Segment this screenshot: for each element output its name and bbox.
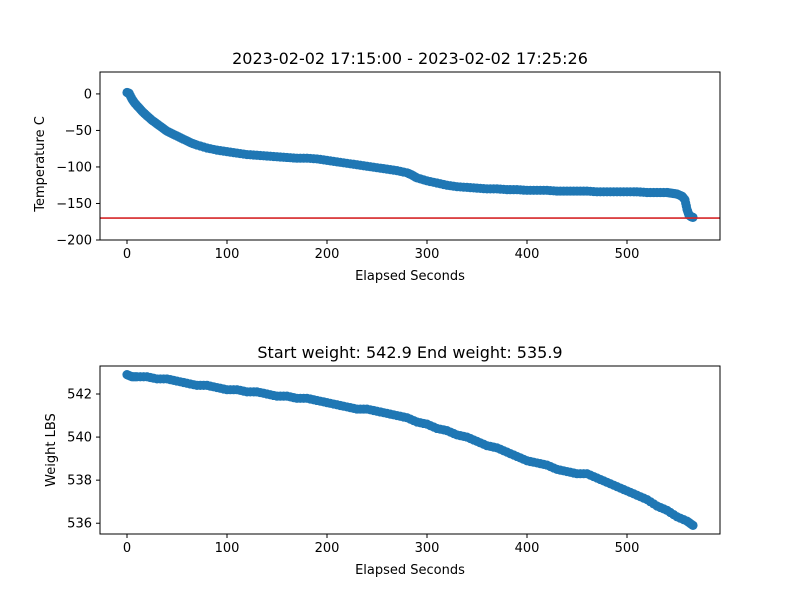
temperature-y-tick-label: −50 [65, 124, 92, 139]
weight-data-point [688, 520, 698, 530]
temperature-y-tick-label: −200 [56, 234, 92, 249]
temperature-ticks: 0 100 200 300 400 500 0 −50 −100 −150 −200 [56, 87, 639, 262]
weight-x-tick-label: 200 [315, 541, 340, 556]
weight-points [122, 370, 698, 530]
weight-x-axis-label: Elapsed Seconds [355, 563, 465, 578]
temperature-title: 2023-02-02 17:15:00 - 2023-02-02 17:25:2… [232, 49, 588, 68]
temperature-x-tick-label: 500 [615, 247, 640, 262]
weight-x-tick-label: 100 [215, 541, 240, 556]
weight-y-tick-label: 536 [67, 517, 92, 532]
temperature-points [122, 87, 698, 222]
temperature-x-tick-label: 400 [515, 247, 540, 262]
temperature-y-axis-label: Temperature C [33, 116, 48, 213]
weight-x-tick-label: 300 [415, 541, 440, 556]
temperature-x-tick-label: 300 [415, 247, 440, 262]
temperature-x-tick-label: 100 [215, 247, 240, 262]
weight-y-tick-label: 542 [67, 388, 92, 403]
weight-y-axis-label: Weight LBS [44, 413, 59, 487]
weight-title: Start weight: 542.9 End weight: 535.9 [257, 343, 562, 362]
weight-x-tick-label: 500 [615, 541, 640, 556]
temperature-x-tick-label: 0 [123, 247, 131, 262]
temperature-y-tick-label: −100 [56, 160, 92, 175]
weight-x-tick-label: 400 [515, 541, 540, 556]
weight-axes-frame [99, 365, 721, 535]
weight-y-tick-label: 538 [67, 474, 92, 489]
weight-subplot: Start weight: 542.9 End weight: 535.9 El… [44, 343, 721, 578]
temperature-axes-frame [99, 71, 721, 241]
temperature-y-tick-label: 0 [84, 87, 92, 102]
weight-x-tick-label: 0 [123, 541, 131, 556]
temperature-subplot: 2023-02-02 17:15:00 - 2023-02-02 17:25:2… [33, 49, 721, 284]
weight-ticks: 0 100 200 300 400 500 536 538 540 542 [67, 388, 639, 557]
weight-y-tick-label: 540 [67, 431, 92, 446]
temperature-x-tick-label: 200 [315, 247, 340, 262]
temperature-y-tick-label: −150 [56, 197, 92, 212]
temperature-x-axis-label: Elapsed Seconds [355, 269, 465, 284]
